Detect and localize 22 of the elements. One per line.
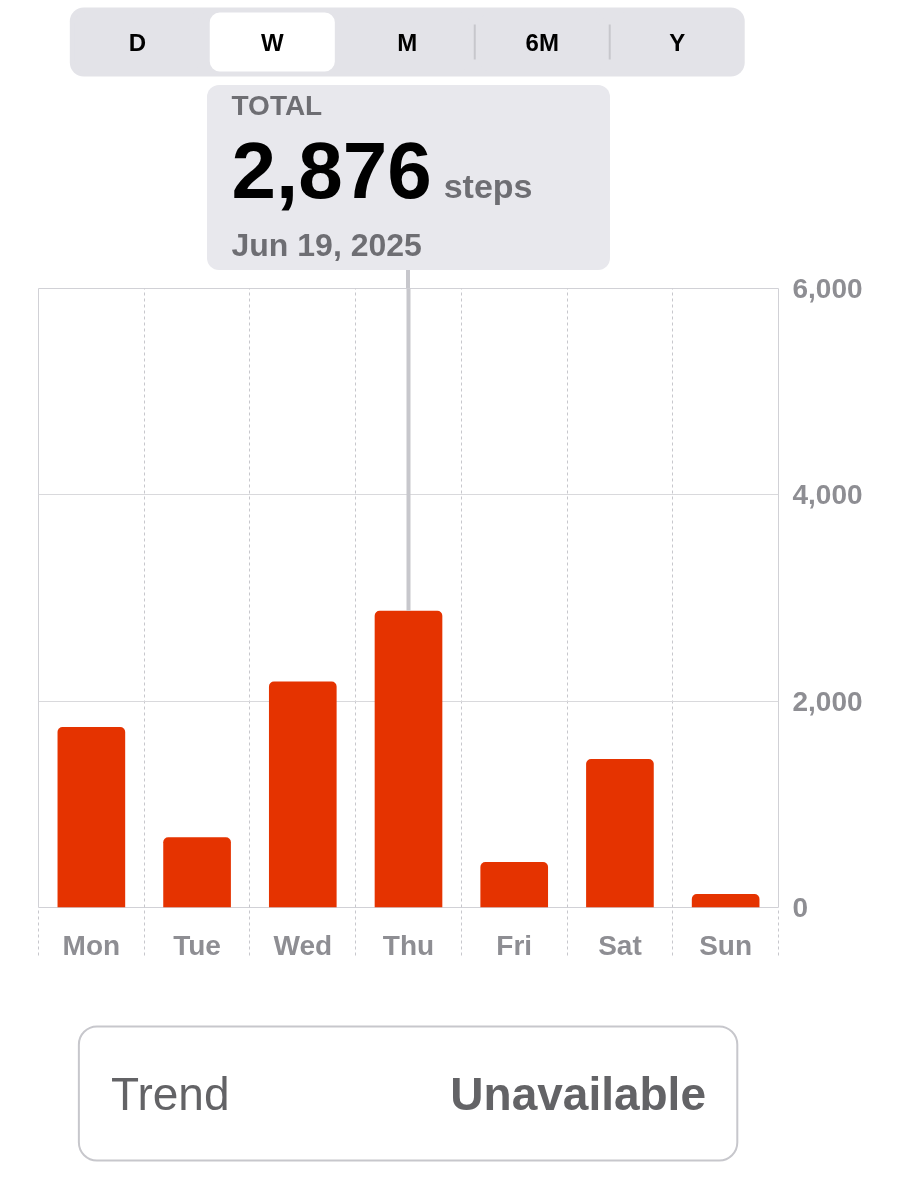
text: Unavailable	[450, 1067, 706, 1120]
x-tick-label: Sat	[598, 929, 642, 961]
category-label: D	[128, 28, 146, 56]
y-tick-label: 6,000	[792, 273, 863, 304]
text: steps	[443, 167, 533, 206]
annotation: Jun 19, 2025	[231, 226, 422, 263]
category-label: Y	[669, 28, 686, 56]
x-tick-label: Sun	[699, 929, 753, 961]
x-tick-label: Tue	[173, 929, 221, 961]
y-tick-label: 4,000	[792, 479, 863, 511]
text: TOTAL	[231, 90, 323, 122]
x-tick-label: Thu	[382, 929, 435, 961]
y-tick-label: 0	[792, 892, 809, 923]
category-label: 6M	[525, 28, 559, 56]
y-tick-label: 2,000	[792, 685, 863, 717]
category-label: W	[260, 28, 284, 56]
text: Trend	[111, 1067, 230, 1120]
x-tick-label: Wed	[273, 929, 333, 961]
x-tick-label: Mon	[62, 929, 121, 961]
x-tick-label: Fri	[496, 929, 533, 961]
annotation: 2,876	[231, 126, 432, 216]
category-label: M	[397, 28, 418, 56]
